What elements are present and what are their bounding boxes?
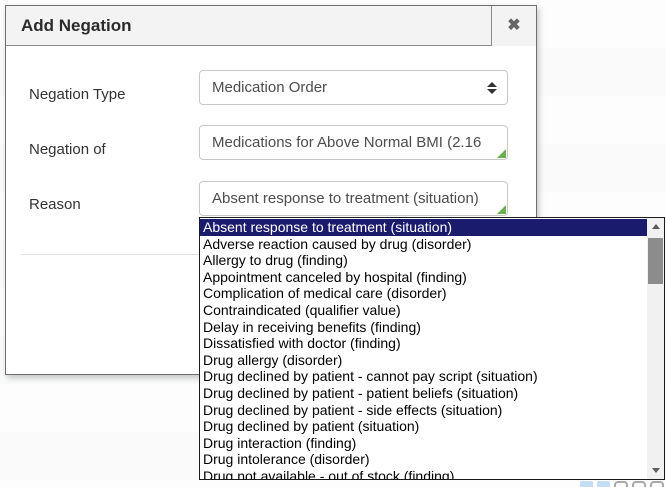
scroll-down-icon: [651, 468, 660, 473]
dropdown-option[interactable]: Drug interaction (finding): [203, 434, 357, 451]
negation-of-combobox[interactable]: Medications for Above Normal BMI (2.16: [199, 125, 508, 160]
close-button[interactable]: ✖: [491, 6, 536, 46]
background-watermark-logo: [580, 481, 666, 487]
listbox-scrollbar[interactable]: [647, 218, 664, 479]
dropdown-option[interactable]: Drug declined by patient - side effects …: [203, 401, 503, 418]
negation-type-select[interactable]: Medication Order: [199, 70, 508, 105]
options-container: Absent response to treatment (situation)…: [200, 219, 647, 480]
dialog-title: Add Negation: [21, 15, 132, 35]
scroll-up-button[interactable]: [647, 218, 664, 235]
scroll-up-icon: [651, 224, 660, 229]
watermark-letter-shape: [632, 481, 646, 487]
reason-label: Reason: [29, 196, 81, 213]
dropdown-option[interactable]: Allergy to drug (finding): [203, 252, 348, 269]
watermark-letter-shape: [650, 481, 664, 487]
select-updown-icon: [487, 81, 497, 94]
negation-type-label: Negation Type: [29, 86, 126, 103]
close-icon: ✖: [507, 17, 521, 34]
scroll-down-button[interactable]: [647, 462, 664, 479]
negation-of-label: Negation of: [29, 141, 106, 158]
watermark-letter-shape: [614, 481, 628, 487]
dropdown-option[interactable]: Drug allergy (disorder): [203, 351, 343, 368]
dropdown-option[interactable]: Drug declined by patient - patient belie…: [203, 384, 519, 401]
dialog-header: Add Negation: [6, 6, 536, 46]
watermark-square-icon: [580, 481, 593, 487]
dropdown-option[interactable]: Drug declined by patient (situation): [203, 418, 420, 435]
dropdown-option[interactable]: Dissatisfied with doctor (finding): [203, 335, 401, 352]
dropdown-option[interactable]: Drug not available - out of stock (findi…: [203, 467, 455, 480]
dropdown-option[interactable]: Appointment canceled by hospital (findin…: [203, 268, 467, 285]
watermark-square-icon: [597, 481, 610, 487]
dropdown-option[interactable]: Complication of medical care (disorder): [203, 285, 447, 302]
add-negation-dialog: Add Negation ✖ Negation Type Medication …: [5, 5, 537, 375]
combobox-corner-icon: [497, 205, 506, 214]
combobox-corner-icon: [497, 149, 506, 158]
dropdown-option[interactable]: Absent response to treatment (situation): [200, 219, 647, 236]
dropdown-option[interactable]: Adverse reaction caused by drug (disorde…: [203, 235, 472, 252]
dropdown-option[interactable]: Drug declined by patient - cannot pay sc…: [203, 368, 538, 385]
reason-combobox[interactable]: Absent response to treatment (situation): [199, 181, 508, 216]
dropdown-option[interactable]: Drug intolerance (disorder): [203, 451, 370, 468]
dropdown-option[interactable]: Delay in receiving benefits (finding): [203, 318, 421, 335]
negation-type-value: Medication Order: [212, 79, 328, 96]
reason-value: Absent response to treatment (situation): [212, 190, 479, 207]
dropdown-option[interactable]: Contraindicated (qualifier value): [203, 301, 401, 318]
reason-options-listbox: Absent response to treatment (situation)…: [199, 217, 665, 480]
scrollbar-thumb[interactable]: [648, 238, 663, 284]
negation-of-value: Medications for Above Normal BMI (2.16: [212, 134, 482, 151]
